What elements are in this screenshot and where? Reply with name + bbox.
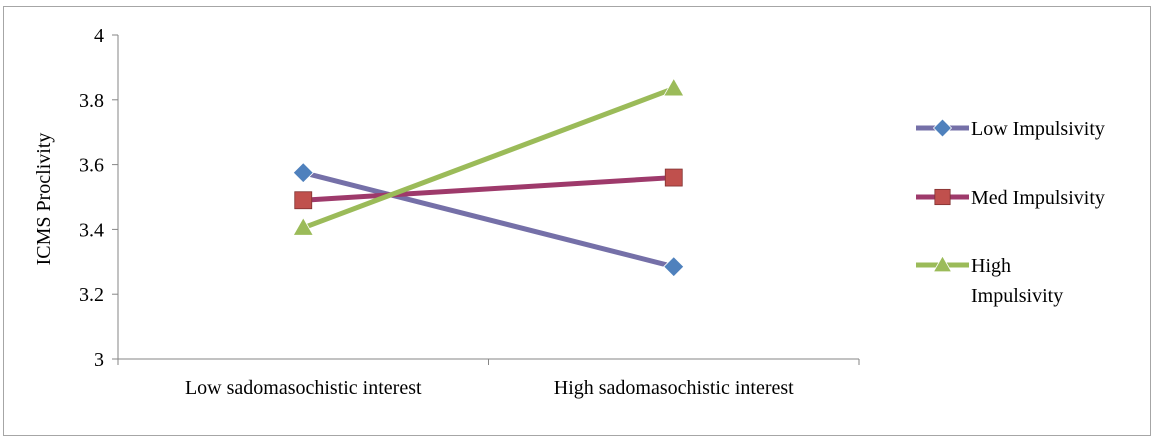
y-tick-label: 3.2 [79,284,104,306]
data-point-square [294,191,313,210]
y-tick-label: 3.8 [79,90,104,112]
legend-label: Low Impulsivity [971,118,1105,140]
legend-label: Med Impulsivity [971,187,1105,209]
chart-frame: 3 3.2 3.4 3.6 3.8 4 Low sadomasochistic intere… [3,6,1151,436]
x-tick-label: Low sadomasochistic interest [185,377,422,399]
legend-marker-diamond [932,118,953,138]
line-chart: 3 3.2 3.4 3.6 3.8 4 Low sadomasochistic intere… [33,25,1105,399]
data-point-diamond [663,256,685,278]
data-point-square [664,168,683,187]
data-point-triangle [663,77,685,97]
legend-label: High [971,255,1011,277]
y-tick-label: 3 [94,349,104,371]
y-tick-label: 4 [94,25,104,47]
y-tick-label: 3.6 [79,155,104,177]
data-point-triangle [292,216,314,236]
legend: Low Impulsivity Med Impulsivity High Impuls… [916,118,1105,307]
data-point-diamond [292,162,314,184]
series-line [302,170,675,270]
series-line [302,86,675,231]
y-tick-label: 3.4 [79,219,104,241]
y-axis-label: ICMS Proclivity [33,133,55,266]
legend-marker-square [934,188,951,206]
legend-label: Impulsivity [971,285,1063,307]
x-tick-label: High sadomasochistic interest [554,377,794,399]
legend-marker-triangle [932,255,953,273]
series-line [303,175,674,203]
series-lines [292,77,685,278]
axes: 3 3.2 3.4 3.6 3.8 4 Low sadomasochistic intere… [79,25,860,399]
